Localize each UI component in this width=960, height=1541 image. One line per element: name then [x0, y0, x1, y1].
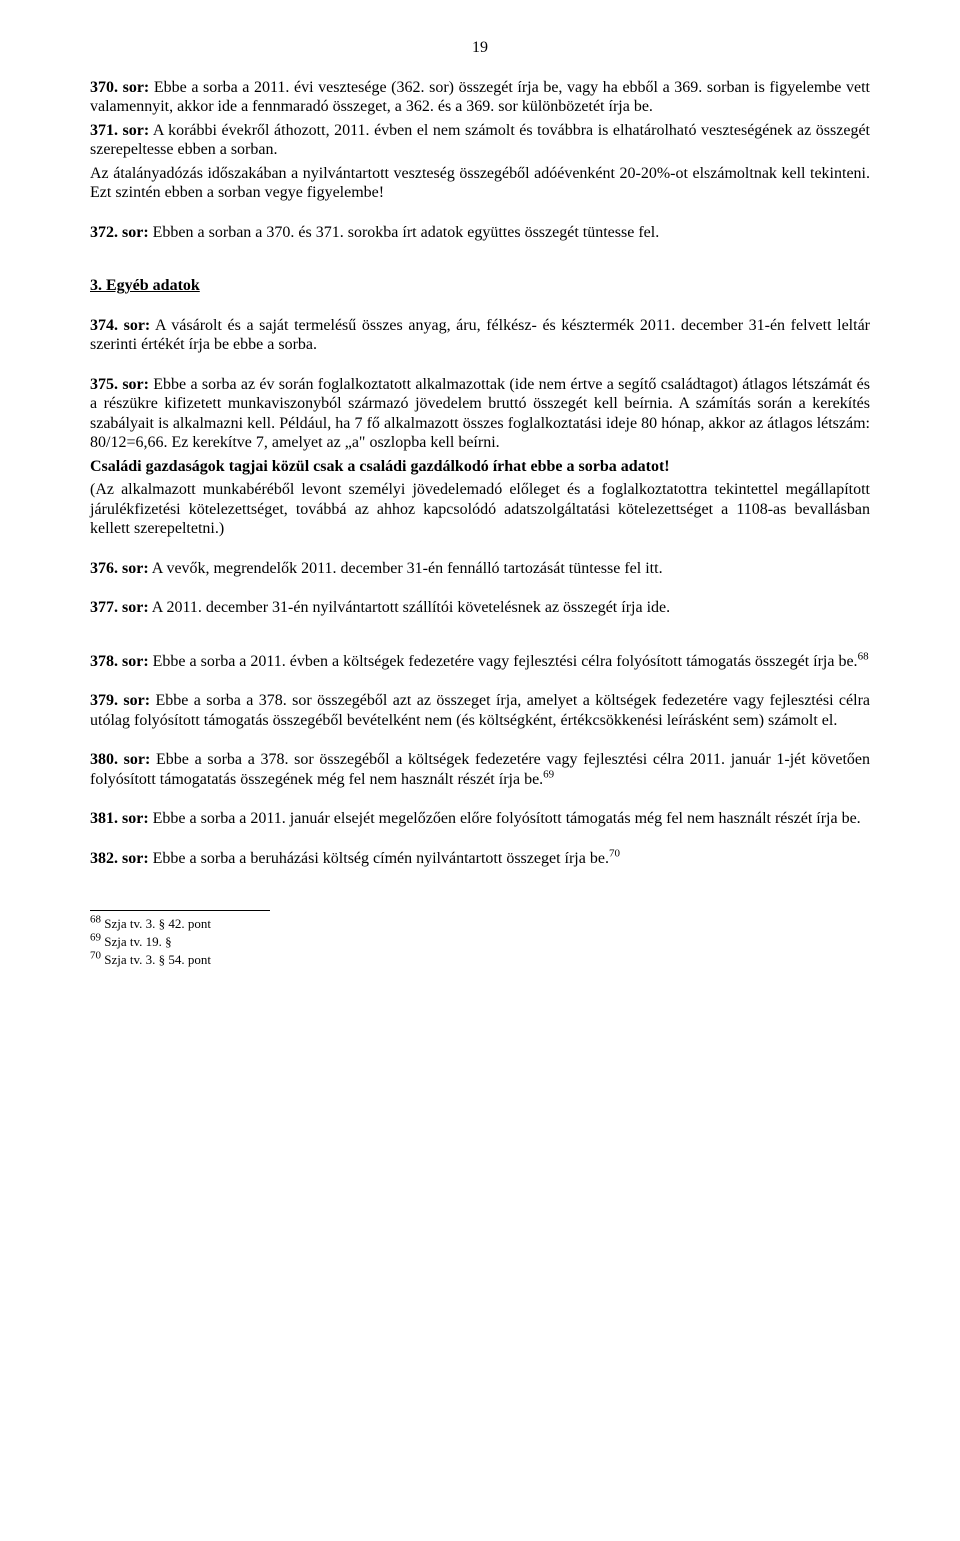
body-380: Ebbe a sorba a 378. sor összegéből a köl… — [90, 751, 870, 788]
body-372: Ebben a sorban a 370. és 371. sorokba ír… — [149, 224, 660, 241]
footnote-69: 69 Szja tv. 19. § — [90, 933, 870, 951]
lead-371: 371. sor: — [90, 122, 149, 139]
body-378: Ebbe a sorba a 2011. évben a költségek f… — [149, 653, 858, 670]
body-374: A vásárolt és a saját termelésű összes a… — [90, 317, 870, 354]
paragraph-378: 378. sor: Ebbe a sorba a 2011. évben a k… — [90, 652, 870, 672]
lead-375: 375. sor: — [90, 376, 149, 393]
lead-380: 380. sor: — [90, 751, 150, 768]
lead-381: 381. sor: — [90, 810, 149, 827]
footnote-num-70: 70 — [90, 949, 101, 961]
lead-372: 372. sor: — [90, 224, 149, 241]
body-377: A 2011. december 31-én nyilvántartott sz… — [149, 599, 670, 616]
body-381: Ebbe a sorba a 2011. január elsejét mege… — [149, 810, 861, 827]
paragraph-376: 376. sor: A vevők, megrendelők 2011. dec… — [90, 559, 870, 579]
paragraph-372: 372. sor: Ebben a sorban a 370. és 371. … — [90, 223, 870, 243]
paragraph-371b: Az átalányadózás időszakában a nyilvánta… — [90, 164, 870, 203]
footnote-num-68: 68 — [90, 914, 101, 926]
body-371: A korábbi évekről áthozott, 2011. évben … — [90, 122, 870, 159]
page-number: 19 — [90, 38, 870, 58]
body-382: Ebbe a sorba a beruházási költség címén … — [149, 850, 609, 867]
footnote-text-69: Szja tv. 19. § — [101, 934, 172, 949]
paragraph-375b: (Az alkalmazott munkabéréből levont szem… — [90, 480, 870, 539]
footnote-70: 70 Szja tv. 3. § 54. pont — [90, 951, 870, 969]
paragraph-375-bold: Családi gazdaságok tagjai közül csak a c… — [90, 457, 870, 477]
footnote-separator — [90, 910, 270, 911]
footnote-68: 68 Szja tv. 3. § 42. pont — [90, 915, 870, 933]
footnote-num-69: 69 — [90, 932, 101, 944]
footnote-ref-68: 68 — [858, 651, 869, 663]
footnote-ref-70: 70 — [609, 848, 620, 860]
footnote-ref-69: 69 — [543, 769, 554, 781]
lead-379: 379. sor: — [90, 692, 150, 709]
paragraph-377: 377. sor: A 2011. december 31-én nyilván… — [90, 598, 870, 618]
paragraph-370: 370. sor: Ebbe a sorba a 2011. évi veszt… — [90, 78, 870, 117]
body-370: Ebbe a sorba a 2011. évi vesztesége (362… — [90, 79, 870, 116]
lead-376: 376. sor: — [90, 560, 149, 577]
paragraph-374: 374. sor: A vásárolt és a saját termelés… — [90, 316, 870, 355]
paragraph-371: 371. sor: A korábbi évekről áthozott, 20… — [90, 121, 870, 160]
body-375: Ebbe a sorba az év során foglalkoztatott… — [90, 376, 870, 452]
paragraph-375: 375. sor: Ebbe a sorba az év során fogla… — [90, 375, 870, 453]
paragraph-379: 379. sor: Ebbe a sorba a 378. sor összeg… — [90, 691, 870, 730]
paragraph-381: 381. sor: Ebbe a sorba a 2011. január el… — [90, 809, 870, 829]
lead-382: 382. sor: — [90, 850, 149, 867]
body-379: Ebbe a sorba a 378. sor összegéből azt a… — [90, 692, 870, 729]
section-heading-3: 3. Egyéb adatok — [90, 276, 870, 296]
paragraph-382: 382. sor: Ebbe a sorba a beruházási költ… — [90, 849, 870, 869]
lead-370: 370. sor: — [90, 79, 149, 96]
body-376: A vevők, megrendelők 2011. december 31-é… — [149, 560, 663, 577]
lead-378: 378. sor: — [90, 653, 149, 670]
lead-374: 374. sor: — [90, 317, 150, 334]
footnote-text-68: Szja tv. 3. § 42. pont — [101, 916, 211, 931]
paragraph-380: 380. sor: Ebbe a sorba a 378. sor összeg… — [90, 750, 870, 789]
footnote-text-70: Szja tv. 3. § 54. pont — [101, 952, 211, 967]
lead-377: 377. sor: — [90, 599, 149, 616]
